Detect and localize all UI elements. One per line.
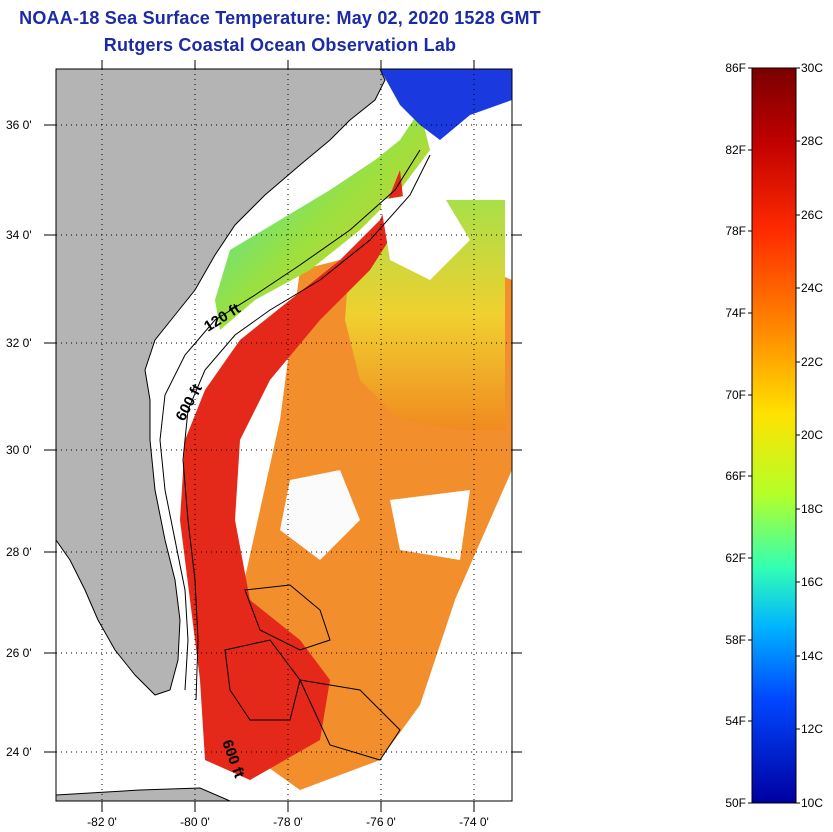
colorbar-label-f: 62F [725,551,746,565]
figure-subtitle: Rutgers Coastal Ocean Observation Lab [103,35,457,55]
colorbar-label-f: 66F [725,469,746,483]
colorbar-label-f: 78F [725,224,746,238]
colorbar-label-c: 20C [801,428,824,442]
lon-label: -80 0' [180,815,210,829]
cool-offshore-water [345,200,505,430]
contour-120ft [159,149,421,691]
colorbar-ticks [748,67,800,804]
colorbar-label-f: 54F [725,714,746,728]
cloud-patch [390,490,470,560]
lat-label: 36 0' [6,118,32,132]
shelf-water [215,110,430,330]
bahamas-bank [244,584,331,651]
colorbar-label-c: 30C [801,61,824,75]
colorbar-label-c: 28C [801,134,824,148]
colorbar-label-c: 26C [801,208,824,222]
cloud-patch [380,190,470,280]
lon-label: -76 0' [366,815,396,829]
lon-label: -74 0' [459,815,489,829]
colorbar-label-c: 24C [801,281,824,295]
colorbar-label-f: 74F [725,306,746,320]
graticule [56,69,512,801]
colorbar-label-f: 86F [725,61,746,75]
lat-label: 32 0' [6,336,32,350]
axis-ticks [44,60,522,812]
colorbar [751,67,797,804]
colorbar-label-c: 14C [801,649,824,663]
colorbar-label-c: 12C [801,722,824,736]
lat-label: 34 0' [6,228,32,242]
colorbar-label-c: 22C [801,355,824,369]
lat-label: 24 0' [6,745,32,759]
lat-label: 28 0' [6,545,32,559]
land-cuba [56,787,231,801]
gulf-stream [180,170,405,780]
colorbar-label-f: 82F [725,143,746,157]
lon-label: -82 0' [87,815,117,829]
land-southeast-us [56,69,386,696]
bahamas-bank [224,639,301,721]
colorbar-label-c: 18C [801,502,824,516]
colorbar-label-f: 58F [725,633,746,647]
colorbar-label-f: 50F [725,796,746,810]
colorbar-label-f: 70F [725,388,746,402]
cloud-patch [280,470,360,560]
cloud-patch [440,470,512,801]
bahamas-bank [299,679,401,761]
lat-label: 30 0' [6,443,32,457]
cold-northern-water [380,69,512,140]
colorbar-label-c: 10C [801,796,824,810]
colorbar-label-c: 16C [801,575,824,589]
figure-title: NOAA-18 Sea Surface Temperature: May 02,… [19,8,541,28]
map-frame [55,68,513,802]
lat-label: 26 0' [6,646,32,660]
lon-label: -78 0' [273,815,303,829]
map-area: 120 ft 600 ft 600 ft [56,69,512,801]
